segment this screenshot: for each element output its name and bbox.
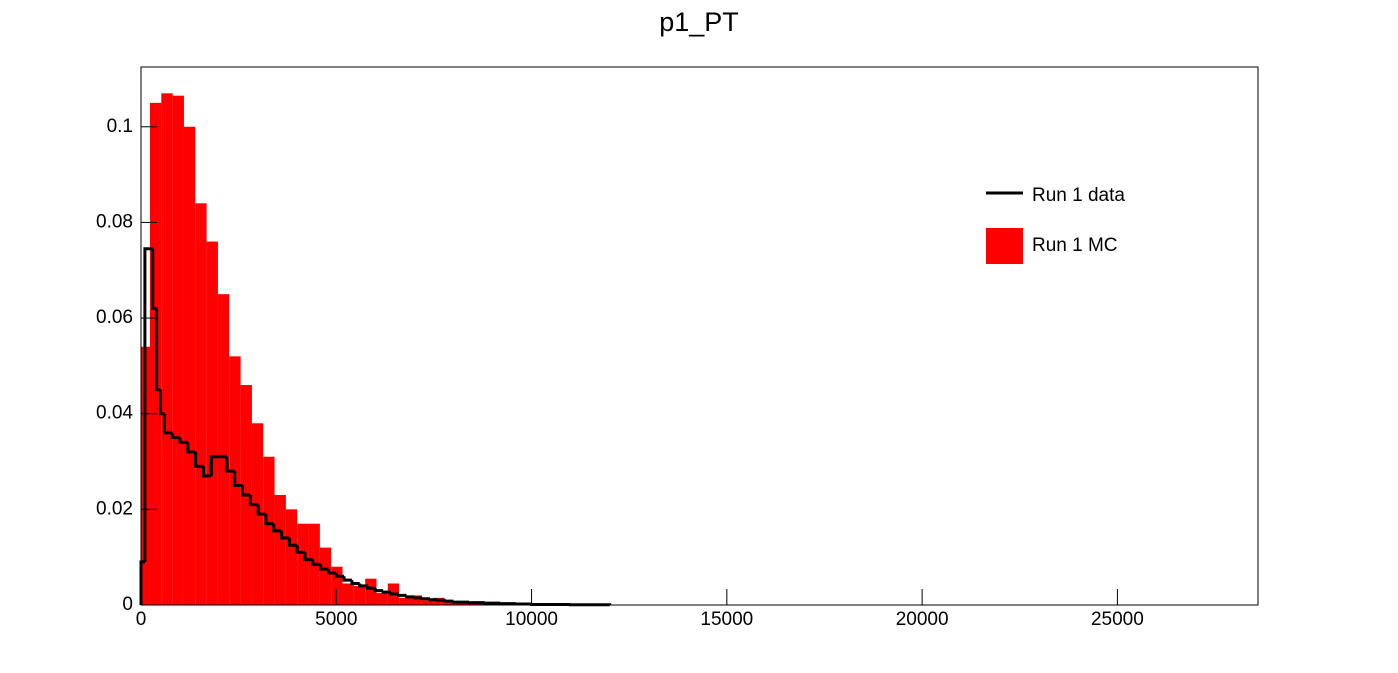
y-tick-label: 0.04 — [96, 403, 133, 424]
histogram-step — [295, 545, 306, 554]
histogram-bar — [172, 95, 184, 606]
histogram-bar — [285, 509, 298, 605]
histogram-bar — [365, 578, 377, 605]
histogram-step — [326, 569, 337, 575]
y-tick-label: 0.1 — [107, 116, 133, 137]
histogram-bar — [161, 93, 173, 606]
histogram-step — [405, 595, 415, 599]
x-tick-label: 10000 — [505, 609, 558, 630]
histogram-step — [311, 559, 321, 566]
histogram-bar — [467, 603, 479, 605]
histogram-step — [373, 588, 384, 593]
histogram-step — [319, 564, 329, 571]
y-tick-label: 0.06 — [96, 307, 133, 328]
histogram-bar — [376, 593, 388, 605]
y-tick-label: 0.02 — [96, 498, 133, 519]
histogram-bar — [274, 495, 286, 605]
histogram-step — [256, 504, 266, 516]
histogram-step — [186, 442, 196, 454]
histogram-bar — [319, 547, 332, 605]
histogram-step — [334, 572, 345, 578]
x-tick-label: 15000 — [700, 609, 753, 630]
histogram-step — [451, 600, 470, 604]
histogram-bar — [421, 600, 434, 605]
histogram-bar — [195, 203, 207, 605]
y-tick-label: 0.08 — [96, 211, 133, 232]
histogram-bar — [410, 595, 422, 605]
histogram-step — [287, 538, 298, 547]
histogram-step — [178, 437, 188, 444]
histogram-bar — [399, 597, 411, 605]
histogram-bar — [217, 294, 230, 605]
histogram-step — [225, 456, 235, 473]
x-tick-label: 20000 — [896, 609, 949, 630]
histogram-bar — [183, 126, 196, 606]
legend-label: Run 1 MC — [1032, 235, 1118, 256]
histogram-step — [420, 597, 431, 601]
y-tick-label: 0 — [122, 594, 133, 615]
legend-swatch — [986, 228, 1023, 264]
histogram-step — [272, 523, 282, 533]
histogram-bar — [353, 585, 366, 605]
histogram-step — [201, 466, 212, 478]
histogram-step — [248, 495, 259, 507]
histogram-step — [303, 552, 313, 562]
x-tick-label: 5000 — [315, 609, 357, 630]
histogram-step — [143, 247, 153, 562]
histogram-step — [241, 485, 251, 497]
histogram-step — [381, 590, 391, 594]
histogram-bar — [297, 523, 309, 605]
histogram-step — [358, 583, 368, 588]
histogram-step — [350, 580, 360, 585]
x-tick-label: 0 — [136, 609, 147, 630]
histogram-bar — [444, 602, 456, 605]
histogram-step — [209, 455, 220, 476]
histogram-bar — [206, 241, 218, 605]
histogram-step — [233, 471, 243, 487]
histogram-bar — [342, 583, 354, 605]
plot-frame — [140, 66, 1259, 606]
histogram-step — [264, 514, 274, 526]
legend-label: Run 1 data — [1032, 185, 1125, 206]
x-tick-label: 25000 — [1091, 609, 1144, 630]
histogram-bar — [263, 456, 275, 605]
histogram-step — [366, 585, 376, 590]
histogram-step — [342, 576, 352, 582]
histogram-step — [151, 248, 157, 311]
histogram-step — [428, 598, 438, 602]
histogram-step — [170, 432, 181, 440]
histogram-step — [389, 592, 399, 596]
histogram-step — [280, 530, 290, 540]
histogram-step — [397, 593, 407, 597]
histogram-bar — [331, 566, 343, 605]
histogram-step — [444, 599, 454, 603]
histogram-step — [194, 451, 204, 468]
histogram-step — [412, 596, 423, 600]
chart-title: p1_PT — [659, 7, 739, 37]
histogram-step — [159, 389, 165, 416]
histogram-step — [162, 413, 173, 435]
